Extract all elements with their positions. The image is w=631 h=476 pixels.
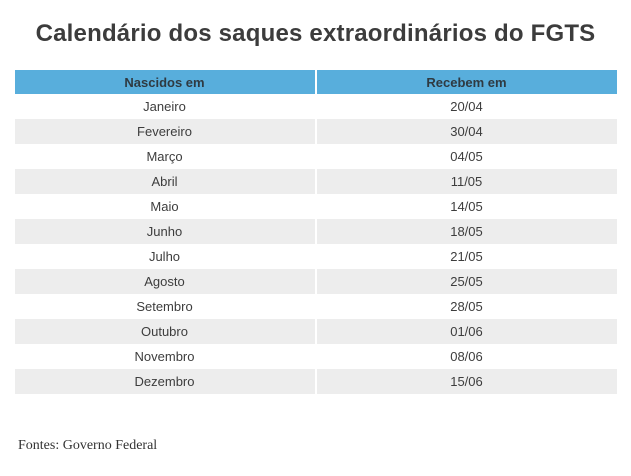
date-cell: 01/06 [314, 319, 617, 344]
date-cell: 04/05 [314, 144, 617, 169]
date-cell: 28/05 [314, 294, 617, 319]
column-header-nascidos-em: Nascidos em [14, 70, 316, 94]
month-cell: Setembro [14, 294, 316, 319]
month-cell: Julho [14, 244, 316, 269]
month-cell: Fevereiro [14, 119, 316, 144]
table-row: Fevereiro 30/04 [14, 119, 617, 144]
month-cell: Dezembro [14, 369, 316, 394]
date-cell: 08/06 [314, 344, 617, 369]
table-row: Outubro 01/06 [14, 319, 617, 344]
calendar-table: Nascidos em Recebem em Janeiro 20/04 Fev… [14, 70, 617, 394]
table-row: Dezembro 15/06 [14, 369, 617, 394]
date-cell: 25/05 [314, 269, 617, 294]
month-cell: Janeiro [14, 94, 316, 119]
date-cell: 14/05 [314, 194, 617, 219]
date-cell: 15/06 [314, 369, 617, 394]
date-cell: 20/04 [314, 94, 617, 119]
page-title: Calendário dos saques extraordinários do… [35, 20, 596, 47]
date-cell: 30/04 [314, 119, 617, 144]
table-row: Janeiro 20/04 [14, 94, 617, 119]
table-row: Novembro 08/06 [14, 344, 617, 369]
month-cell: Junho [14, 219, 316, 244]
table-row: Setembro 28/05 [14, 294, 617, 319]
date-cell: 11/05 [314, 169, 617, 194]
table-row: Agosto 25/05 [14, 269, 617, 294]
month-cell: Março [14, 144, 316, 169]
column-header-recebem-em: Recebem em [314, 70, 617, 94]
date-cell: 18/05 [314, 219, 617, 244]
month-cell: Maio [14, 194, 316, 219]
month-cell: Outubro [14, 319, 316, 344]
source-note: Fontes: Governo Federal [18, 438, 158, 453]
table-row: Março 04/05 [14, 144, 617, 169]
month-cell: Abril [14, 169, 316, 194]
table-row: Julho 21/05 [14, 244, 617, 269]
table-row: Abril 11/05 [14, 169, 617, 194]
table-row: Maio 14/05 [14, 194, 617, 219]
month-cell: Novembro [14, 344, 316, 369]
table-row: Junho 18/05 [14, 219, 617, 244]
table-header-row: Nascidos em Recebem em [14, 70, 617, 94]
date-cell: 21/05 [314, 244, 617, 269]
month-cell: Agosto [14, 269, 316, 294]
